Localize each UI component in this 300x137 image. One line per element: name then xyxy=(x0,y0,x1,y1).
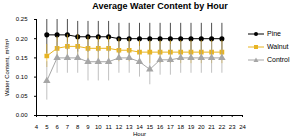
svg-text:0.10: 0.10 xyxy=(16,74,28,80)
svg-text:19: 19 xyxy=(188,124,195,130)
svg-text:17: 17 xyxy=(167,124,174,130)
svg-text:7: 7 xyxy=(66,124,70,130)
svg-text:4: 4 xyxy=(35,124,39,130)
svg-text:0.25: 0.25 xyxy=(16,16,28,22)
svg-text:20: 20 xyxy=(198,124,205,130)
svg-text:22: 22 xyxy=(219,124,226,130)
html-text:Control: Control xyxy=(267,56,290,63)
svg-text:0.00: 0.00 xyxy=(16,112,28,118)
svg-text:12: 12 xyxy=(116,124,123,130)
html-text:Average Water Content by Hour: Average Water Content by Hour xyxy=(92,1,228,11)
html-text:Pine: Pine xyxy=(267,30,281,37)
svg-text:18: 18 xyxy=(177,124,184,130)
svg-text:0.15: 0.15 xyxy=(16,55,28,61)
svg-text:5: 5 xyxy=(45,124,49,130)
svg-text:0.05: 0.05 xyxy=(16,93,28,99)
html-text:Walnut: Walnut xyxy=(267,43,289,50)
svg-text:16: 16 xyxy=(157,124,164,130)
svg-text:14: 14 xyxy=(136,124,143,130)
svg-text:23: 23 xyxy=(229,124,236,130)
svg-text:6: 6 xyxy=(55,124,59,130)
svg-text:15: 15 xyxy=(146,124,153,130)
svg-text:0.20: 0.20 xyxy=(16,36,28,42)
svg-text:Water Content, m³/m³: Water Content, m³/m³ xyxy=(4,39,10,96)
svg-text:21: 21 xyxy=(208,124,215,130)
svg-text:9: 9 xyxy=(86,124,90,130)
svg-text:13: 13 xyxy=(126,124,133,130)
svg-text:11: 11 xyxy=(105,124,112,130)
svg-text:10: 10 xyxy=(95,124,102,130)
svg-text:Hour: Hour xyxy=(133,131,146,137)
svg-text:8: 8 xyxy=(76,124,80,130)
svg-text:24: 24 xyxy=(239,124,246,130)
